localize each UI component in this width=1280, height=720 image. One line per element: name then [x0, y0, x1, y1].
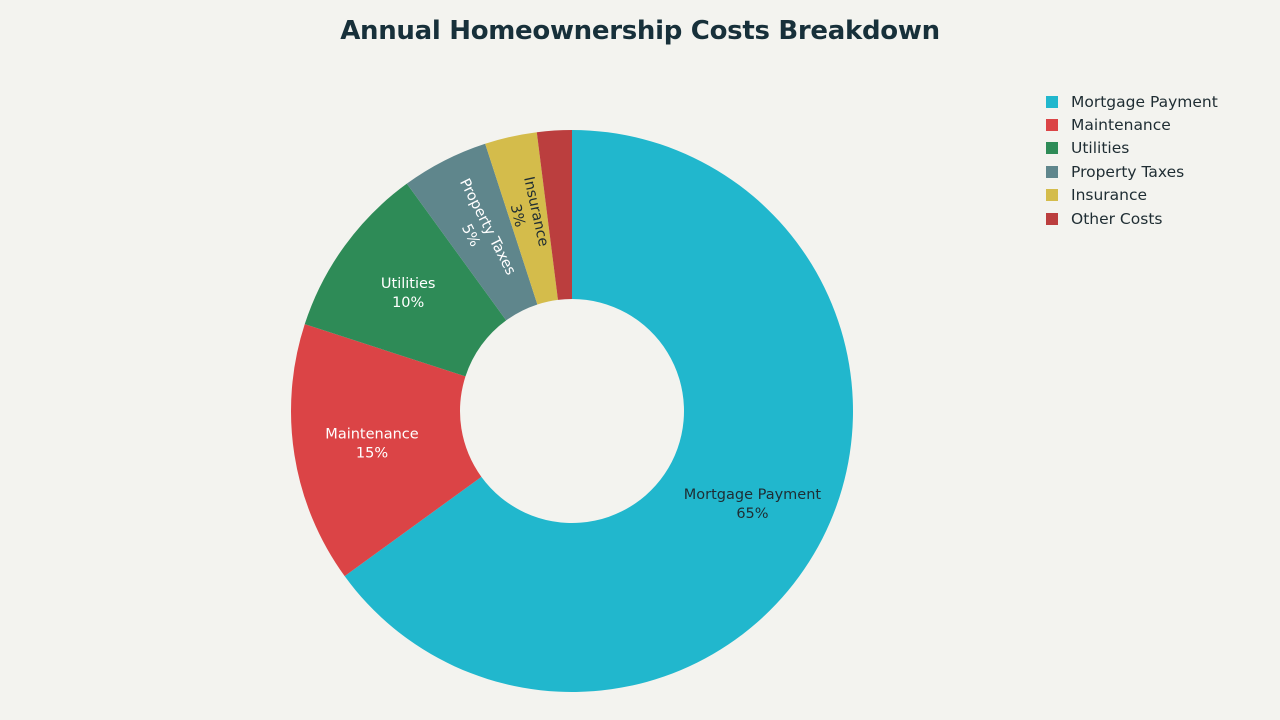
slice-value-label: 15% [356, 446, 388, 462]
slice-label-maintenance: Maintenance 15% [325, 427, 418, 462]
legend-label: Other Costs [1071, 209, 1163, 228]
legend-item-mortgage-payment[interactable]: Mortgage Payment [1046, 90, 1266, 113]
slice-value-label: 3% [507, 203, 528, 229]
legend-item-utilities[interactable]: Utilities [1046, 137, 1266, 160]
slice-insurance [485, 132, 558, 305]
slice-name-label: Maintenance [325, 427, 418, 443]
legend-item-other-costs[interactable]: Other Costs [1046, 207, 1266, 230]
legend-label: Property Taxes [1071, 162, 1185, 181]
slice-value-label: 65% [736, 506, 768, 522]
legend-swatch [1046, 142, 1058, 155]
slice-mortgage-payment [344, 130, 854, 693]
legend-swatch [1046, 95, 1058, 108]
legend-swatch [1046, 119, 1058, 132]
chart-legend: Mortgage Payment Maintenance Utilities Prop… [1046, 90, 1266, 230]
chart-title: Annual Homeownership Costs Breakdown [340, 16, 940, 46]
legend-swatch [1046, 189, 1058, 202]
slice-name-label: Mortgage Payment [684, 487, 822, 503]
slice-property-taxes [406, 143, 538, 321]
legend-label: Maintenance [1071, 116, 1171, 135]
legend-label: Utilities [1071, 139, 1130, 158]
legend-item-property-taxes[interactable]: Property Taxes [1046, 160, 1266, 183]
legend-item-maintenance[interactable]: Maintenance [1046, 113, 1266, 136]
slice-other-costs [536, 130, 572, 300]
slice-utilities [304, 183, 507, 377]
slice-label-utilities: Utilities 10% [381, 276, 436, 311]
legend-label: Insurance [1071, 186, 1148, 205]
legend-swatch [1046, 165, 1058, 178]
slice-label-mortgage-payment: Mortgage Payment 65% [684, 487, 822, 522]
legend-swatch [1046, 212, 1058, 225]
slice-value-label: 10% [392, 295, 424, 311]
slice-name-label: Utilities [381, 276, 436, 292]
legend-item-insurance[interactable]: Insurance [1046, 184, 1266, 207]
slice-maintenance [291, 324, 482, 577]
legend-label: Mortgage Payment [1071, 92, 1218, 111]
